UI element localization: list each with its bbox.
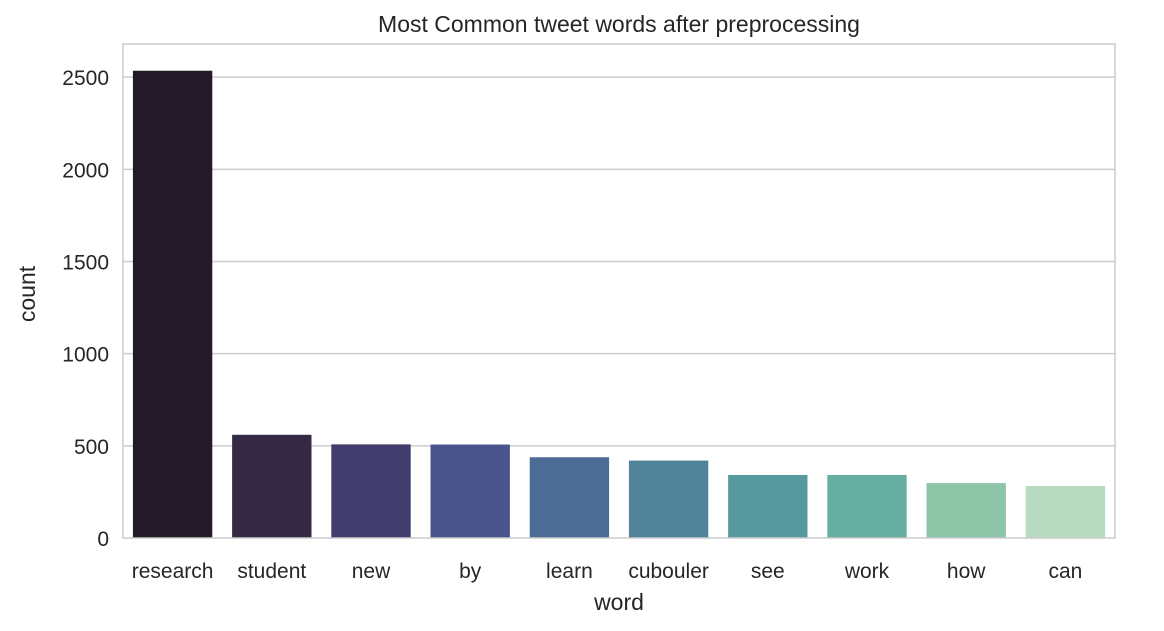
bar-new — [331, 444, 411, 538]
bar-cubouler — [628, 460, 709, 538]
bar-learn — [529, 457, 610, 538]
bar-student — [232, 434, 312, 538]
bar-work — [827, 474, 907, 538]
y-axis-label: count — [14, 265, 40, 322]
x-axis-label: word — [593, 589, 644, 615]
bar-how — [926, 483, 1006, 538]
x-tick-label: new — [352, 560, 391, 583]
x-tick-label: work — [844, 560, 890, 583]
gridlines — [123, 76, 1115, 447]
bar-research — [132, 70, 213, 539]
y-tick-label: 2500 — [62, 67, 109, 90]
y-tick-label: 1000 — [62, 344, 109, 367]
x-tick-label: how — [947, 560, 986, 583]
y-tick-labels: 0 500 1000 1500 2000 2500 — [62, 67, 109, 551]
y-tick-label: 1500 — [62, 252, 109, 275]
x-tick-label: research — [132, 560, 214, 583]
x-tick-label: see — [751, 560, 785, 583]
y-tick-label: 500 — [74, 436, 109, 459]
chart-title: Most Common tweet words after preprocess… — [378, 11, 860, 37]
x-tick-labels: research student new by learn cubouler see work… — [132, 560, 1083, 583]
x-tick-label: student — [237, 560, 306, 583]
bar-by — [430, 444, 510, 538]
plot-frame — [122, 43, 1116, 539]
x-tick-label: can — [1048, 560, 1082, 583]
y-tick-label: 0 — [97, 528, 109, 551]
bar-see — [728, 474, 808, 538]
x-tick-label: cubouler — [628, 560, 709, 583]
x-tick-label: learn — [546, 560, 593, 583]
x-tick-label: by — [459, 560, 482, 583]
bar-can — [1025, 486, 1106, 538]
bars — [132, 70, 1106, 539]
y-tick-label: 2000 — [62, 159, 109, 182]
